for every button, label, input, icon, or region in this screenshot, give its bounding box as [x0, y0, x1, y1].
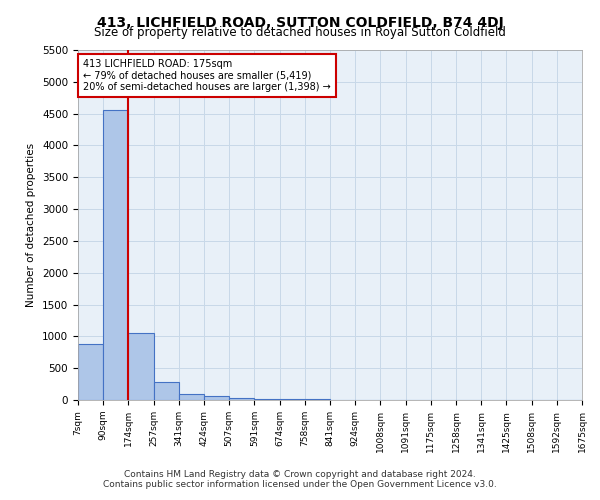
- Y-axis label: Number of detached properties: Number of detached properties: [26, 143, 37, 307]
- Bar: [229, 398, 254, 400]
- Bar: [128, 333, 154, 400]
- Text: 413, LICHFIELD ROAD, SUTTON COLDFIELD, B74 4DJ: 413, LICHFIELD ROAD, SUTTON COLDFIELD, B…: [97, 16, 503, 30]
- Bar: [154, 382, 179, 400]
- Bar: [78, 344, 103, 400]
- Bar: [103, 110, 128, 400]
- Text: Size of property relative to detached houses in Royal Sutton Coldfield: Size of property relative to detached ho…: [94, 26, 506, 39]
- Bar: [204, 396, 229, 400]
- Bar: [179, 394, 204, 400]
- Text: 413 LICHFIELD ROAD: 175sqm
← 79% of detached houses are smaller (5,419)
20% of s: 413 LICHFIELD ROAD: 175sqm ← 79% of deta…: [83, 59, 331, 92]
- Bar: [254, 399, 280, 400]
- Text: Contains HM Land Registry data © Crown copyright and database right 2024.
Contai: Contains HM Land Registry data © Crown c…: [103, 470, 497, 489]
